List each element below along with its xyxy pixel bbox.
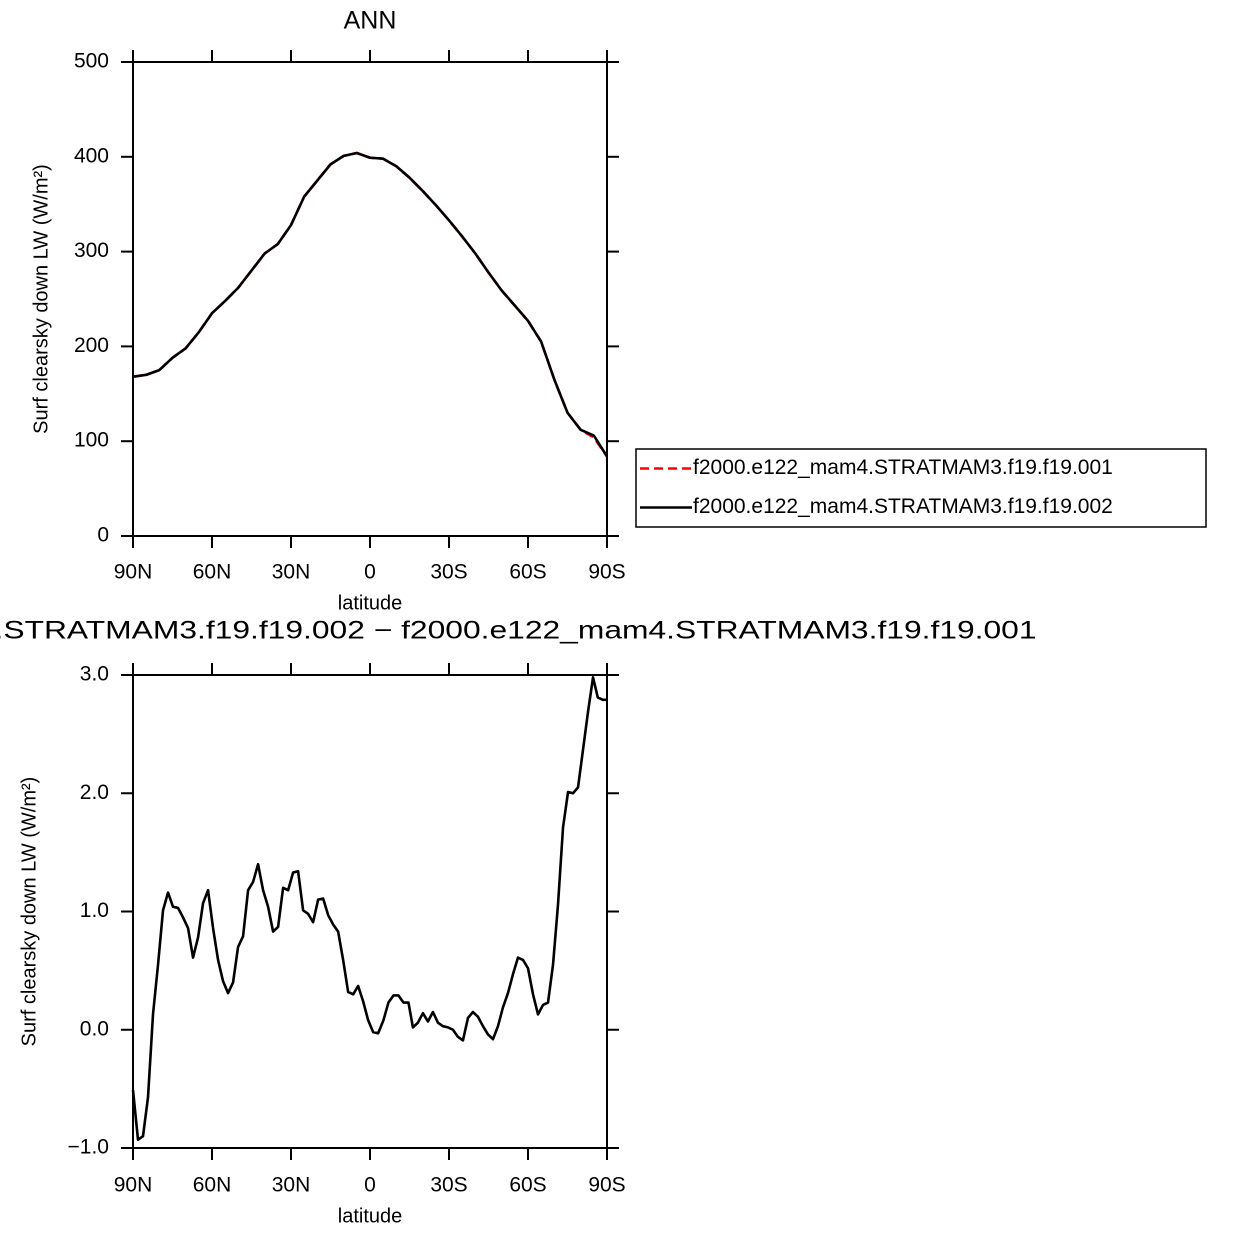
y-tick-label: 100 <box>74 429 109 452</box>
x-axis-label: latitude <box>338 592 403 614</box>
x-tick-label: 90N <box>114 561 153 584</box>
y-tick-label: −1.0 <box>68 1136 109 1159</box>
data-line <box>132 151 609 458</box>
plot-frame <box>132 61 608 537</box>
x-tick-label: 30S <box>430 1174 467 1197</box>
plot-frame <box>132 674 608 1149</box>
y-tick-label: 400 <box>74 144 109 167</box>
x-tick-label: 90S <box>588 1174 625 1197</box>
y-tick-label: 3.0 <box>80 663 109 686</box>
legend-label: f2000.e122_mam4.STRATMAM3.f19.f19.002 <box>693 495 1113 518</box>
y-tick-label: 2.0 <box>80 781 109 804</box>
x-tick-label: 30N <box>272 1174 311 1197</box>
chart-title: ANN <box>344 7 397 35</box>
x-tick-label: 30S <box>430 561 467 584</box>
x-axis-label: latitude <box>338 1205 403 1227</box>
y-tick-label: 0 <box>97 524 109 547</box>
legend-box <box>635 448 1207 528</box>
data-line <box>132 151 609 458</box>
y-tick-label: 300 <box>74 239 109 262</box>
y-tick-label: 500 <box>74 50 109 73</box>
y-tick-label: 0.0 <box>80 1017 109 1040</box>
x-tick-label: 60N <box>193 561 232 584</box>
x-tick-label: 30N <box>272 561 311 584</box>
x-tick-label: 0 <box>364 561 376 584</box>
y-axis-label: Surf clearsky down LW (W/m²) <box>18 777 40 1047</box>
chart-title: f2000.e122_mam4.STRATMAM3.f19.f19.002 − … <box>0 617 1037 645</box>
y-tick-label: 200 <box>74 334 109 357</box>
data-line <box>131 676 607 1142</box>
x-tick-label: 90S <box>588 561 625 584</box>
x-tick-label: 90N <box>114 1174 153 1197</box>
legend-label: f2000.e122_mam4.STRATMAM3.f19.f19.001 <box>693 456 1113 479</box>
y-tick-label: 1.0 <box>80 899 109 922</box>
x-tick-label: 60S <box>509 561 546 584</box>
x-tick-label: 60S <box>509 1174 546 1197</box>
x-tick-label: 0 <box>364 1174 376 1197</box>
x-tick-label: 60N <box>193 1174 232 1197</box>
y-axis-label: Surf clearsky down LW (W/m²) <box>30 164 52 434</box>
